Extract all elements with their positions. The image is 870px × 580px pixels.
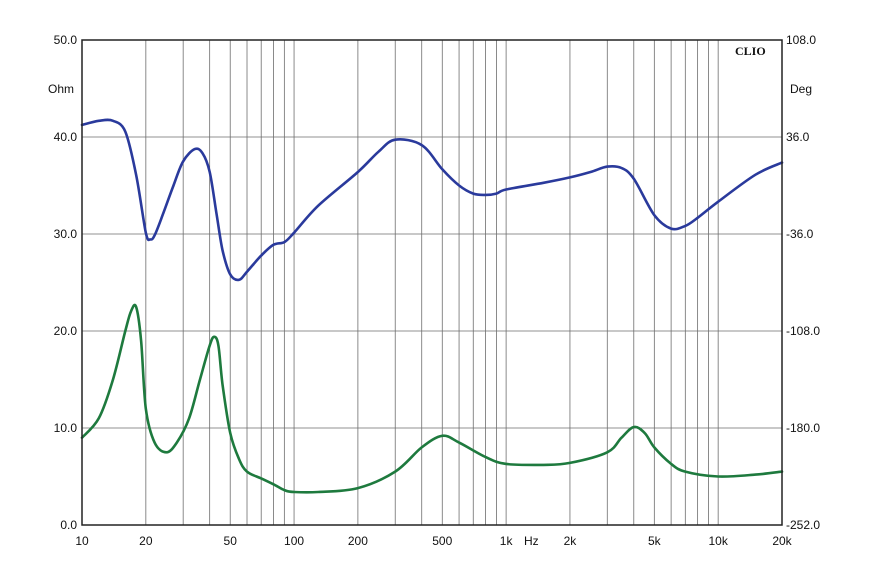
right-axis-unit: Deg — [790, 82, 812, 96]
plot-frame — [81, 39, 783, 526]
x-tick-label: 200 — [348, 534, 368, 548]
y-left-tick-label: 40.0 — [54, 130, 78, 144]
tick-labels: 10 20 50 100 200 500 1k 2k 5k 10k 20k 0.0 10.0 20.0 30… — [54, 33, 821, 548]
plot-background — [82, 40, 782, 525]
y-right-tick-label: -108.0 — [786, 324, 820, 338]
impedance-curve — [80, 303, 784, 494]
y-left-tick-label: 50.0 — [54, 33, 78, 47]
series-layer — [80, 118, 784, 494]
x-tick-label: 50 — [224, 534, 238, 548]
y-right-tick-label: -252.0 — [786, 518, 820, 532]
x-tick-label: 1k — [500, 534, 514, 548]
x-tick-label: 5k — [648, 534, 662, 548]
y-right-tick-label: 36.0 — [786, 130, 810, 144]
left-axis-unit: Ohm — [48, 82, 74, 96]
x-tick-label: 10 — [75, 534, 89, 548]
x-tick-label: 20 — [139, 534, 153, 548]
y-right-tick-label: -180.0 — [786, 421, 820, 435]
x-tick-label: 500 — [432, 534, 452, 548]
y-right-tick-label: -36.0 — [786, 227, 814, 241]
x-tick-label: 10k — [708, 534, 728, 548]
x-tick-label: 2k — [564, 534, 578, 548]
y-left-tick-label: 30.0 — [54, 227, 78, 241]
y-left-tick-label: 20.0 — [54, 324, 78, 338]
clio-brand-label: CLIO — [735, 44, 766, 58]
x-tick-label: 20k — [772, 534, 792, 548]
y-right-tick-label: 108.0 — [786, 33, 816, 47]
grid — [82, 40, 782, 525]
y-left-tick-label: 0.0 — [60, 518, 77, 532]
phase-curve — [80, 118, 784, 282]
x-axis-unit: Hz — [524, 534, 539, 548]
y-left-tick-label: 10.0 — [54, 421, 78, 435]
x-tick-label: 100 — [284, 534, 304, 548]
